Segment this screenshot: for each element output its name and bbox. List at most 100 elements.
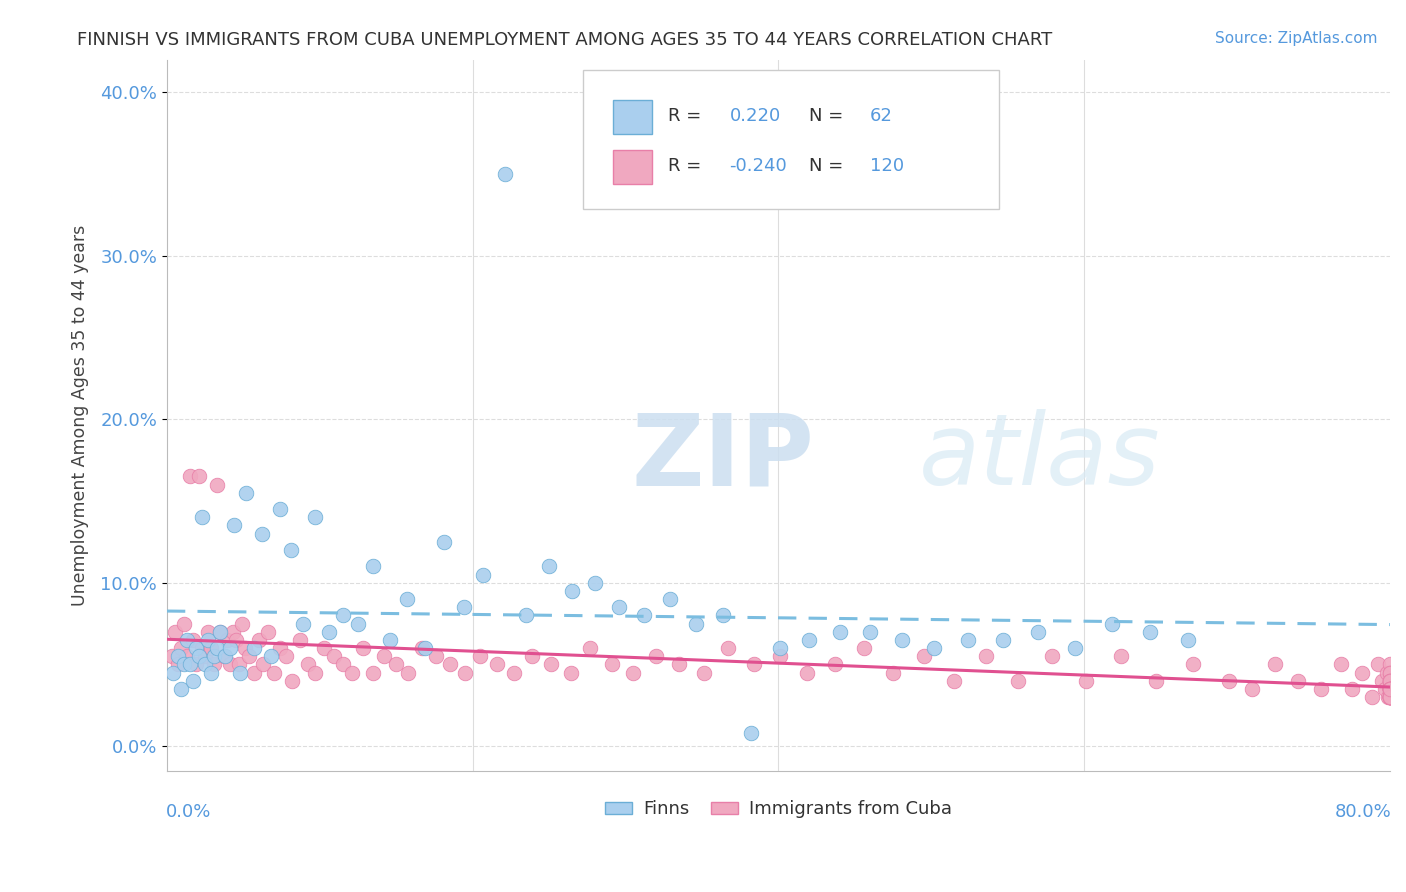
Point <box>263 665 285 680</box>
FancyBboxPatch shape <box>582 70 998 209</box>
Point <box>515 608 537 623</box>
Point <box>231 616 253 631</box>
Point <box>202 657 225 672</box>
Point <box>882 665 904 680</box>
Point <box>200 665 222 680</box>
Point <box>1286 673 1309 688</box>
Point <box>194 649 217 664</box>
Point <box>269 641 291 656</box>
Point <box>288 632 311 647</box>
Point <box>218 641 240 656</box>
Point <box>621 665 644 680</box>
Legend: Finns, Immigrants from Cuba: Finns, Immigrants from Cuba <box>598 793 959 826</box>
Point <box>252 657 274 672</box>
Point <box>166 657 188 672</box>
Point <box>859 624 882 639</box>
Point <box>173 657 195 672</box>
Point <box>179 469 201 483</box>
Point <box>188 469 211 483</box>
Point <box>176 649 198 664</box>
Point <box>194 657 217 672</box>
Point <box>363 559 385 574</box>
Point <box>1007 673 1029 688</box>
Point <box>1074 673 1097 688</box>
Point <box>1379 665 1402 680</box>
Point <box>579 641 602 656</box>
Point <box>472 567 495 582</box>
Text: R =: R = <box>668 157 702 175</box>
Point <box>228 657 250 672</box>
Point <box>540 657 562 672</box>
Point <box>1379 690 1402 705</box>
Text: 62: 62 <box>870 108 893 126</box>
Point <box>373 649 395 664</box>
Point <box>853 641 876 656</box>
Point <box>1379 690 1402 705</box>
Point <box>828 624 851 639</box>
Point <box>1379 690 1402 705</box>
Point <box>184 657 207 672</box>
Point <box>1379 681 1402 696</box>
Point <box>160 649 183 664</box>
Point <box>398 665 420 680</box>
Point <box>332 657 354 672</box>
Point <box>229 665 252 680</box>
Point <box>347 616 370 631</box>
Text: 0.220: 0.220 <box>730 108 780 126</box>
Point <box>433 534 456 549</box>
Point <box>924 641 946 656</box>
Point <box>1351 665 1374 680</box>
Point <box>170 681 193 696</box>
Point <box>538 559 561 574</box>
Point <box>503 665 526 680</box>
Point <box>233 641 256 656</box>
Point <box>1371 673 1393 688</box>
Point <box>385 657 408 672</box>
Text: 0.0%: 0.0% <box>166 803 211 821</box>
Text: R =: R = <box>668 108 702 126</box>
Point <box>207 477 229 491</box>
Point <box>1379 673 1402 688</box>
Point <box>1340 681 1362 696</box>
Point <box>1379 681 1402 696</box>
Point <box>332 608 354 623</box>
Point <box>188 649 211 664</box>
Point <box>713 608 735 623</box>
Point <box>1379 681 1402 696</box>
Point <box>1109 649 1132 664</box>
Point <box>1379 673 1402 688</box>
Point <box>560 665 582 680</box>
Point <box>162 665 184 680</box>
Point <box>191 510 214 524</box>
Point <box>243 641 266 656</box>
Point <box>238 649 260 664</box>
Point <box>184 641 207 656</box>
Point <box>181 632 204 647</box>
Point <box>280 543 302 558</box>
Point <box>453 600 475 615</box>
Point <box>1379 673 1402 688</box>
Text: N =: N = <box>808 157 844 175</box>
Point <box>395 592 418 607</box>
Point <box>1379 690 1402 705</box>
Point <box>991 632 1014 647</box>
Point <box>304 665 326 680</box>
Point <box>207 641 229 656</box>
Point <box>212 649 235 664</box>
Text: ZIP: ZIP <box>631 409 814 507</box>
Point <box>176 632 198 647</box>
FancyBboxPatch shape <box>613 100 652 135</box>
Point <box>740 726 762 740</box>
Point <box>269 502 291 516</box>
Point <box>1144 673 1167 688</box>
Point <box>824 657 846 672</box>
Point <box>658 592 681 607</box>
Point <box>609 600 631 615</box>
Point <box>247 632 270 647</box>
Point <box>1177 632 1199 647</box>
Point <box>276 649 298 664</box>
Point <box>486 657 509 672</box>
Point <box>1379 681 1402 696</box>
Point <box>912 649 935 664</box>
Point <box>1379 690 1402 705</box>
